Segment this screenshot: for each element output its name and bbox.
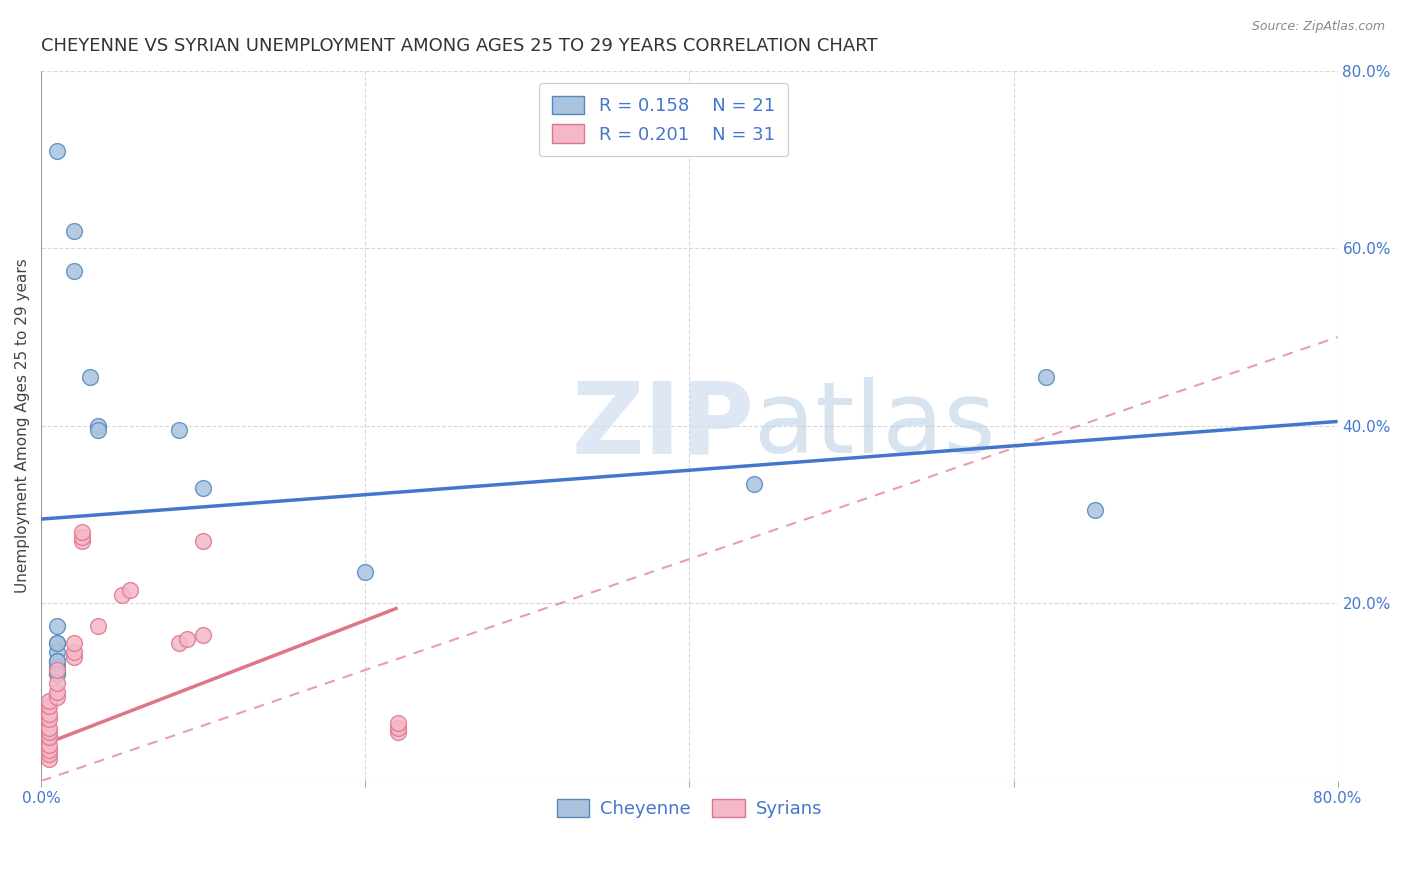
Point [387,725,409,739]
Y-axis label: Unemployment Among Ages 25 to 29 years: Unemployment Among Ages 25 to 29 years [15,259,30,593]
Point [46,654,69,668]
Point [46,636,69,650]
Point [46,645,69,659]
Text: Source: ZipAtlas.com: Source: ZipAtlas.com [1251,20,1385,33]
Text: ZIP: ZIP [571,377,754,475]
Point [46,690,69,704]
Point [62,263,84,277]
Point [46,667,69,681]
Point [38,739,60,753]
Point [167,423,190,437]
Point [46,676,69,690]
Point [46,654,69,668]
Point [46,636,69,650]
Point [62,649,84,664]
Point [193,481,215,495]
Point [62,636,84,650]
Point [46,665,69,680]
Point [46,618,69,632]
Point [1083,503,1105,517]
Point [38,712,60,726]
Point [87,618,110,632]
Point [70,530,93,544]
Point [87,418,110,433]
Point [38,725,60,739]
Point [387,721,409,735]
Legend: Cheyenne, Syrians: Cheyenne, Syrians [550,791,830,825]
Point [46,685,69,699]
Point [79,370,101,384]
Point [38,698,60,713]
Point [176,632,198,646]
Point [193,534,215,549]
Point [46,660,69,674]
Point [46,663,69,677]
Point [38,694,60,708]
Point [38,730,60,744]
Point [1035,370,1057,384]
Point [62,645,84,659]
Point [387,716,409,731]
Point [167,636,190,650]
Point [38,752,60,766]
Point [70,534,93,549]
Point [354,566,377,580]
Point [38,707,60,722]
Point [70,525,93,540]
Point [62,223,84,237]
Point [742,476,765,491]
Point [111,588,134,602]
Point [193,627,215,641]
Text: atlas: atlas [754,377,995,475]
Point [87,423,110,437]
Text: CHEYENNE VS SYRIAN UNEMPLOYMENT AMONG AGES 25 TO 29 YEARS CORRELATION CHART: CHEYENNE VS SYRIAN UNEMPLOYMENT AMONG AG… [41,37,877,55]
Point [38,743,60,757]
Point [38,747,60,762]
Point [120,583,142,598]
Point [46,144,69,158]
Point [38,721,60,735]
